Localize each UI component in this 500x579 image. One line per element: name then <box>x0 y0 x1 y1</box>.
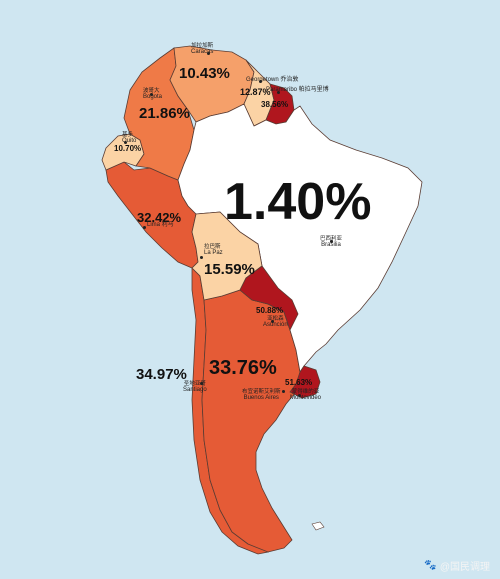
capital-bogota: 波哥大 Bogota <box>143 88 162 101</box>
capital-caracas-zh: 加拉加斯 <box>191 43 214 49</box>
capital-asuncion-en: Asunción <box>263 322 288 329</box>
capital-lapaz: 拉巴斯 La Paz <box>204 244 223 257</box>
watermark: 🐾 @国民调理 <box>424 558 490 573</box>
capital-asuncion: 亚松森 Asunción <box>263 316 288 329</box>
label-venezuela-pct: 10.43% <box>179 65 230 82</box>
label-suriname-pct: 38.56% <box>261 100 289 109</box>
label-brazil-pct: 1.40% <box>224 173 372 231</box>
label-paraguay-pct: 50.88% <box>256 306 284 315</box>
region-paraguay <box>239 265 299 332</box>
capital-montevideo: 蒙得维的亚 Montevideo <box>290 389 321 402</box>
region-uruguay <box>289 365 321 399</box>
label-bolivia-pct: 15.59% <box>204 261 255 278</box>
capital-dot-asuncion <box>271 320 274 323</box>
label-chile-pct: 34.97% <box>136 366 187 383</box>
capital-asuncion-zh: 亚松森 <box>267 316 284 322</box>
capital-paramaribo: Paramaribo 帕拉马里博 <box>266 87 329 93</box>
capital-buenosaires-en: Buenos Aires <box>243 395 279 402</box>
capital-buenosaires: 布宜诺斯艾利斯 Buenos Aires <box>242 389 281 402</box>
capital-santiago-en: Santiago <box>183 387 207 394</box>
capital-dot-caracas <box>207 52 210 55</box>
label-colombia-pct: 21.86% <box>139 105 190 122</box>
capital-caracas: 加拉加斯 Caracas <box>191 43 213 56</box>
watermark-text: @国民调理 <box>439 562 490 573</box>
label-argentina-pct: 33.76% <box>209 357 277 379</box>
capital-santiago: 圣地亚哥 Santiago <box>183 381 207 394</box>
capital-caracas-en: Caracas <box>191 49 214 56</box>
label-peru-pct: 32.42% <box>137 210 182 225</box>
capital-dot-quito <box>124 141 127 144</box>
capital-dot-georgetown <box>259 80 262 83</box>
capital-dot-lapaz <box>200 256 203 259</box>
capital-quito-zh: 基多 <box>122 132 134 138</box>
capital-bogota-en: Bogota <box>143 94 163 101</box>
falkland-islands <box>311 521 325 531</box>
label-guyana-pct: 12.87% <box>240 87 271 97</box>
capital-dot-montevideo <box>298 394 301 397</box>
capital-lapaz-en: La Paz <box>204 250 223 257</box>
capital-quito-en: Quito <box>122 138 137 145</box>
capital-montevideo-en: Montevideo <box>290 395 322 402</box>
capital-dot-paramaribo <box>277 91 280 94</box>
capital-brasilia: 巴西利亚 Brasilia <box>320 236 342 249</box>
capital-dot-santiago <box>200 382 203 385</box>
capital-bogota-zh: 波哥大 <box>143 88 160 94</box>
capital-montevideo-zh: 蒙得维的亚 <box>291 389 320 395</box>
capital-lima: Lima 利马 <box>147 222 174 228</box>
capital-dot-brasilia <box>330 240 333 243</box>
capital-dot-lima <box>143 226 146 229</box>
capital-quito: 基多 Quito <box>122 132 136 145</box>
label-uruguay-pct: 51.63% <box>285 378 313 387</box>
region-bolivia <box>191 211 263 301</box>
paw-icon: 🐾 <box>424 560 437 571</box>
capital-lapaz-zh: 拉巴斯 <box>204 244 221 250</box>
capital-dot-buenosaires <box>282 390 285 393</box>
label-ecuador-pct: 10.70% <box>114 144 142 153</box>
capital-brasilia-en: Brasilia <box>321 242 341 249</box>
capital-dot-bogota <box>150 93 153 96</box>
capital-santiago-zh: 圣地亚哥 <box>183 381 206 387</box>
capital-brasilia-zh: 巴西利亚 <box>320 236 343 242</box>
capital-georgetown: Georgetown 乔治敦 <box>246 77 299 83</box>
capital-buenosaires-zh: 布宜诺斯艾利斯 <box>242 389 281 395</box>
